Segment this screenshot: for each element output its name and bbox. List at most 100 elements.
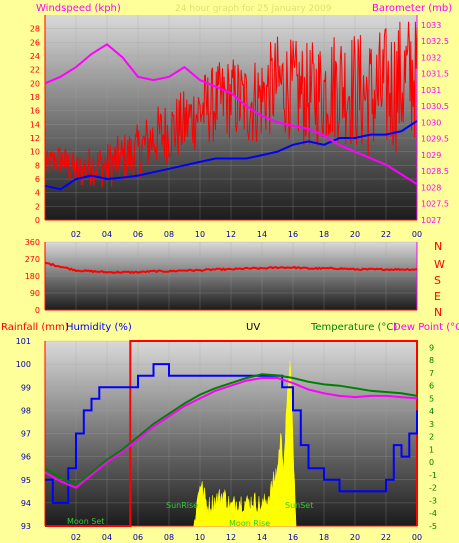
hour-tick-label: 08 bbox=[164, 533, 174, 542]
barometer-tick-label: 1027 bbox=[421, 216, 441, 225]
windspeed-tick-label: 14 bbox=[30, 120, 40, 129]
temperature-tick-label: 2 bbox=[429, 433, 434, 442]
humidity-tick-label: 96 bbox=[21, 453, 31, 462]
windspeed-tick-label: 8 bbox=[35, 161, 40, 170]
barometer-tick-label: 1029.5 bbox=[421, 135, 449, 144]
temperature-axis-label: Temperature (°C) bbox=[310, 322, 397, 333]
barometer-tick-labels: 1027 1027.5 1028 1028.5 1029 1029.5 1030 1030.5… bbox=[421, 21, 449, 225]
hour-tick-label: 20 bbox=[350, 533, 360, 542]
compass-e: E bbox=[434, 290, 441, 303]
temperature-tick-label: 8 bbox=[429, 356, 434, 365]
humidity-tick-label: 100 bbox=[16, 360, 31, 369]
windspeed-tick-label: 26 bbox=[30, 38, 40, 47]
hour-tick-label: 08 bbox=[164, 230, 174, 239]
average-wind-series bbox=[44, 120, 418, 191]
hour-tick-label: 12 bbox=[226, 533, 236, 542]
uv-series bbox=[193, 360, 297, 527]
hour-tick-label: 16 bbox=[288, 533, 298, 542]
compass-s: S bbox=[434, 274, 441, 287]
windspeed-axis-label: Windspeed (kph) bbox=[36, 3, 121, 14]
temperature-tick-labels: -5 -4 -3 -2 -1 0 1 2 3 4 5 6 7 8 9 bbox=[429, 343, 437, 531]
barometer-tick-label: 1030 bbox=[421, 118, 441, 127]
barometer-tick-label: 1027.5 bbox=[421, 200, 449, 209]
windspeed-tick-label: 2 bbox=[35, 202, 40, 211]
moonset-annotation: Moon Set bbox=[67, 517, 104, 526]
direction-tick-label: 180 bbox=[25, 272, 40, 281]
hour-tick-label: 10 bbox=[195, 230, 205, 239]
rainfall-axis-label: Rainfall (mm) bbox=[1, 322, 69, 333]
windspeed-tick-label: 16 bbox=[30, 107, 40, 116]
direction-tick-labels: 0 90 180 270 360 bbox=[25, 238, 40, 315]
hour-tick-label: 18 bbox=[319, 533, 329, 542]
windspeed-tick-label: 28 bbox=[30, 25, 40, 34]
hour-tick-label: 12 bbox=[226, 230, 236, 239]
hour-tick-labels-bottom: 02 04 06 08 10 12 14 16 18 20 22 00 bbox=[71, 533, 422, 542]
hour-tick-label: 04 bbox=[102, 230, 112, 239]
dewpoint-series bbox=[44, 377, 418, 489]
direction-tick-label: 0 bbox=[35, 306, 40, 315]
humidity-series bbox=[45, 363, 418, 504]
temperature-tick-label: 0 bbox=[429, 458, 434, 467]
hour-tick-label: 10 bbox=[195, 533, 205, 542]
moonrise-annotation: Moon Rise bbox=[229, 519, 270, 528]
temperature-tick-label: -5 bbox=[429, 522, 437, 531]
sunset-annotation: SunSet bbox=[285, 501, 313, 510]
windspeed-series bbox=[44, 21, 418, 187]
barometer-tick-label: 1031.5 bbox=[421, 70, 449, 79]
windspeed-tick-label: 12 bbox=[30, 134, 40, 143]
barometer-tick-label: 1032.5 bbox=[421, 37, 449, 46]
windspeed-tick-label: 0 bbox=[35, 216, 40, 225]
temperature-tick-label: 9 bbox=[429, 343, 434, 352]
rainfall-series bbox=[45, 340, 418, 527]
hour-tick-label: 06 bbox=[133, 230, 143, 239]
direction-plot-axes bbox=[44, 242, 418, 311]
hour-tick-label: 22 bbox=[381, 230, 391, 239]
hour-tick-label: 14 bbox=[257, 230, 267, 239]
uv-axis-label: UV bbox=[246, 322, 260, 333]
hour-tick-labels-top: 02 04 06 08 10 12 14 16 18 20 22 00 bbox=[71, 230, 422, 239]
temperature-tick-label: -3 bbox=[429, 496, 437, 505]
humidity-axis-label: Humidity (%) bbox=[66, 322, 132, 333]
humidity-tick-labels: 93 94 95 96 97 98 99 100 101 bbox=[16, 337, 31, 531]
temperature-series bbox=[44, 373, 418, 487]
period-label: 24 hour graph for 25 January 2009 bbox=[175, 4, 332, 14]
hour-tick-label: 16 bbox=[288, 230, 298, 239]
windspeed-tick-label: 20 bbox=[30, 79, 40, 88]
barometer-series bbox=[44, 43, 418, 186]
humidity-tick-label: 101 bbox=[16, 337, 31, 346]
barometer-tick-label: 1033 bbox=[421, 21, 441, 30]
dewpoint-axis-label: Dew Point (°C) bbox=[393, 322, 459, 333]
barometer-tick-label: 1028 bbox=[421, 183, 441, 192]
humidity-tick-label: 93 bbox=[21, 522, 31, 531]
temperature-tick-label: -2 bbox=[429, 484, 437, 493]
temperature-tick-label: -1 bbox=[429, 471, 437, 480]
barometer-tick-label: 1030.5 bbox=[421, 102, 449, 111]
hour-tick-label: 02 bbox=[71, 230, 81, 239]
hour-tick-label: 22 bbox=[381, 533, 391, 542]
barometer-tick-label: 1032 bbox=[421, 53, 441, 62]
humidity-tick-label: 97 bbox=[21, 430, 31, 439]
direction-tick-label: 90 bbox=[30, 289, 40, 298]
compass-n-top: N bbox=[434, 240, 442, 253]
barometer-tick-label: 1031 bbox=[421, 86, 441, 95]
hour-tick-label: 00 bbox=[412, 533, 422, 542]
windspeed-tick-label: 6 bbox=[35, 175, 40, 184]
compass-w: W bbox=[434, 258, 445, 271]
windspeed-tick-label: 18 bbox=[30, 93, 40, 102]
hour-tick-label: 20 bbox=[350, 230, 360, 239]
humidity-tick-label: 94 bbox=[21, 499, 31, 508]
humidity-tick-label: 99 bbox=[21, 383, 31, 392]
direction-tick-label: 270 bbox=[25, 255, 40, 264]
temperature-tick-label: 6 bbox=[429, 382, 434, 391]
barometer-tick-label: 1029 bbox=[421, 151, 441, 160]
hour-tick-label: 00 bbox=[412, 230, 422, 239]
temperature-tick-label: 3 bbox=[429, 420, 434, 429]
compass-n-bottom: N bbox=[434, 306, 442, 319]
temperature-tick-label: 7 bbox=[429, 369, 434, 378]
direction-tick-label: 360 bbox=[25, 238, 40, 247]
windspeed-tick-label: 10 bbox=[30, 148, 40, 157]
barometer-axis-label: Barometer (mb) bbox=[372, 3, 452, 14]
temperature-tick-label: 1 bbox=[429, 445, 434, 454]
